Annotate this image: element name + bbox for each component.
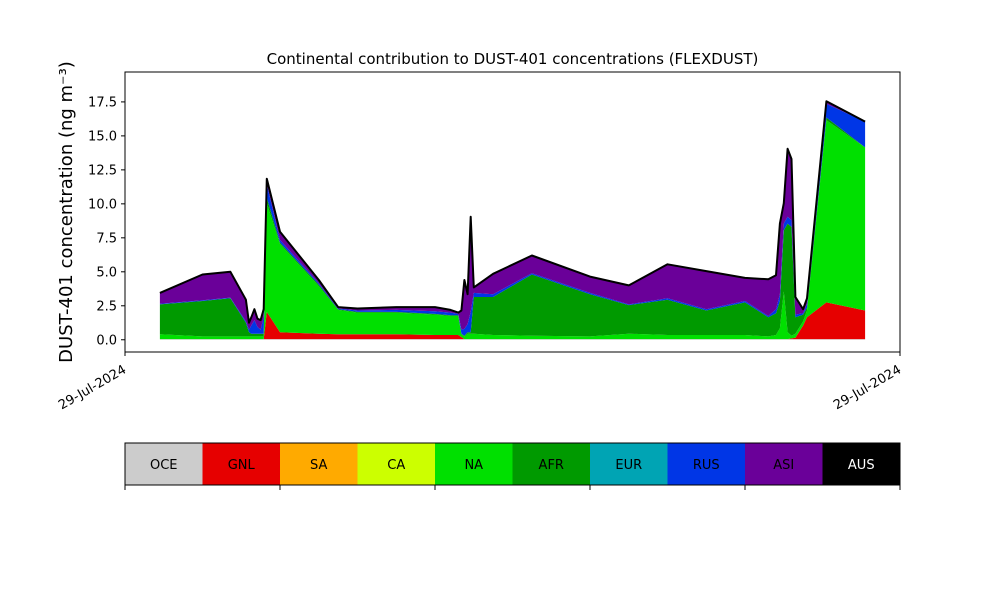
legend-label-oce: OCE [150,458,178,473]
legend-label-gnl: GNL [228,458,256,473]
legend-label-ca: CA [387,458,405,473]
y-tick-label: 0.0 [96,333,117,348]
y-tick-label: 5.0 [96,265,117,280]
y-tick-label: 7.5 [96,231,117,246]
legend-swatch-na [435,443,513,485]
legend-tick-marks [124,485,901,490]
y-axis-ticks: 0.0 2.5 5.0 7.5 10.0 12.5 15.0 17.5 [88,95,125,348]
y-tick-label: 2.5 [96,299,117,314]
legend-swatch-sa [280,443,358,485]
stacked-area-layers [159,101,866,340]
legend-swatch-aus [822,443,900,485]
y-tick-label: 17.5 [88,95,117,110]
legend-swatch-rus [667,443,745,485]
legend-label-asi: ASI [773,458,794,473]
total-concentration-line [159,100,866,324]
area-afr [159,117,866,337]
area-oce [159,339,866,340]
legend-label-aus: AUS [848,458,875,473]
legend-label-afr: AFR [539,458,564,473]
legend-frame [124,442,901,486]
legend-swatch-eur [590,443,668,485]
y-axis-label: DUST-401 concentration (ng m⁻³) [56,61,77,363]
continent-color-legend: OCE GNL SA CA NA AFR EUR RUS ASI AUS [124,442,901,486]
legend-swatch-afr [512,443,590,485]
legend-label-sa: SA [310,458,327,473]
legend-swatch-asi [745,443,823,485]
y-tick-label: 15.0 [88,129,117,144]
legend-swatch-gnl [202,443,280,485]
plot-frame [124,71,901,353]
legend-label-eur: EUR [615,458,642,473]
legend-swatch-ca [357,443,435,485]
legend-label-na: NA [464,458,483,473]
area-asi [159,101,866,330]
legend-label-rus: RUS [693,458,720,473]
y-tick-label: 10.0 [88,197,117,212]
y-tick-label: 12.5 [88,163,117,178]
chart-title: Continental contribution to DUST-401 con… [267,50,759,68]
legend-swatch-oce [125,443,203,485]
